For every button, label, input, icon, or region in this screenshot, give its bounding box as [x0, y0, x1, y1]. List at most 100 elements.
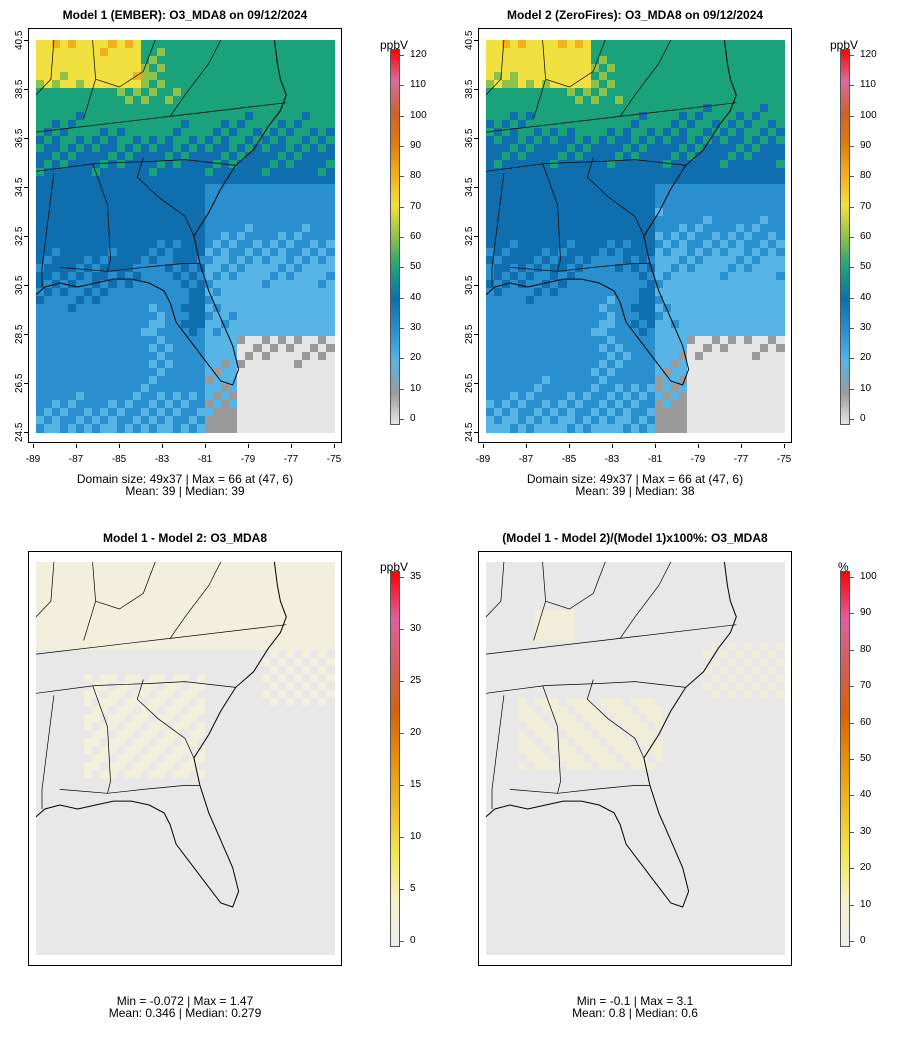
grid-cell — [245, 56, 255, 65]
grid-cell — [229, 168, 238, 177]
grid-cell — [261, 160, 271, 169]
grid-cell — [229, 80, 238, 89]
grid-cell — [180, 56, 190, 65]
grid-cell — [52, 152, 61, 161]
grid-cell — [325, 72, 335, 81]
grid-cell — [124, 144, 134, 153]
x-tick — [655, 444, 656, 448]
grid-cell — [205, 176, 214, 185]
grid-cell — [237, 152, 246, 161]
grid-cell — [269, 144, 279, 153]
colorbar-tick-label: 50 — [860, 261, 872, 273]
grid-cell — [124, 176, 134, 185]
grid-cell — [60, 136, 69, 145]
grid-cell — [116, 64, 126, 73]
colorbar-tick-label: 80 — [860, 170, 872, 182]
grid-cell — [269, 128, 279, 137]
panel-title: Model 2 (ZeroFires): O3_MDA8 on 09/12/20… — [506, 8, 764, 22]
grid-cell — [293, 120, 303, 129]
grid-cell — [245, 88, 255, 97]
grid-cell — [108, 80, 118, 89]
grid-cell — [60, 160, 69, 169]
grid-cell — [277, 160, 287, 169]
grid-cell — [116, 88, 126, 97]
grid-cell — [148, 168, 158, 177]
grid-cell — [325, 144, 335, 153]
x-tick — [248, 444, 249, 448]
grid-cell — [309, 128, 319, 137]
grid-cell — [189, 168, 198, 177]
grid-cell — [76, 176, 85, 185]
grid-cell — [205, 168, 214, 177]
grid-cell — [52, 160, 61, 169]
grid-cell — [100, 40, 110, 49]
y-tick — [474, 89, 478, 90]
grid-cell — [180, 48, 190, 57]
grid-cell — [60, 176, 69, 185]
grid-cell — [44, 128, 53, 137]
grid-cell — [309, 88, 319, 97]
grid-cell — [301, 136, 311, 145]
grid-cell — [245, 72, 255, 81]
grid-cell — [245, 40, 255, 49]
grid-cell — [60, 40, 69, 49]
grid-cell — [172, 120, 182, 129]
stats-line2: Mean: 39 | Median: 38 — [575, 484, 695, 498]
y-tick — [24, 187, 28, 188]
grid-cell — [317, 144, 327, 153]
colorbar-tick-label: 40 — [410, 291, 422, 303]
grid-cell — [100, 80, 110, 89]
grid-cell — [269, 152, 279, 161]
grid-cell — [76, 144, 85, 153]
grid-cell — [60, 144, 69, 153]
grid-cell — [92, 56, 102, 65]
y-tick — [24, 40, 28, 41]
grid-cell — [269, 120, 279, 129]
y-tick — [474, 383, 478, 384]
grid-cell — [36, 136, 45, 145]
grid-cell — [197, 88, 206, 97]
grid-cell — [245, 112, 255, 121]
colorbar-tick-label: 120 — [410, 49, 427, 60]
colorbar-tick — [400, 146, 404, 147]
grid-cell — [68, 88, 77, 97]
grid-cell — [205, 128, 214, 137]
grid-cell — [269, 96, 279, 105]
grid-cell — [317, 120, 327, 129]
grid-cell — [277, 48, 287, 57]
grid-cell — [92, 136, 102, 145]
grid-cell — [229, 72, 238, 81]
grid-cell — [76, 160, 85, 169]
grid-cell — [325, 128, 335, 137]
grid-cell — [76, 64, 85, 73]
grid-cell — [197, 144, 206, 153]
grid-cell — [44, 152, 53, 161]
grid-cell — [253, 72, 263, 81]
grid-cell — [108, 72, 118, 81]
colorbar-tick — [850, 206, 854, 208]
grid-cell — [84, 120, 93, 129]
grid-cell — [277, 112, 287, 121]
grid-cell — [261, 96, 271, 105]
grid-cell — [325, 160, 335, 169]
grid-cell — [301, 112, 311, 121]
grid-cell — [301, 48, 311, 57]
grid-cell — [172, 64, 182, 73]
grid-cell — [253, 96, 263, 105]
grid-cell — [205, 160, 214, 169]
grid-cell — [172, 72, 182, 81]
grid-cell — [309, 96, 319, 105]
grid-cell — [140, 144, 150, 153]
ozone-grid — [36, 40, 335, 433]
grid-cell — [52, 48, 61, 57]
grid-cell — [148, 144, 158, 153]
grid-cell — [285, 112, 295, 121]
grid-cell — [261, 48, 271, 57]
state-border — [491, 173, 505, 287]
grid-cell — [301, 160, 311, 169]
grid-cell — [189, 72, 198, 81]
state-border — [136, 157, 195, 237]
grid-cell — [245, 168, 255, 177]
grid-cell — [172, 176, 182, 185]
state-border — [169, 39, 222, 117]
